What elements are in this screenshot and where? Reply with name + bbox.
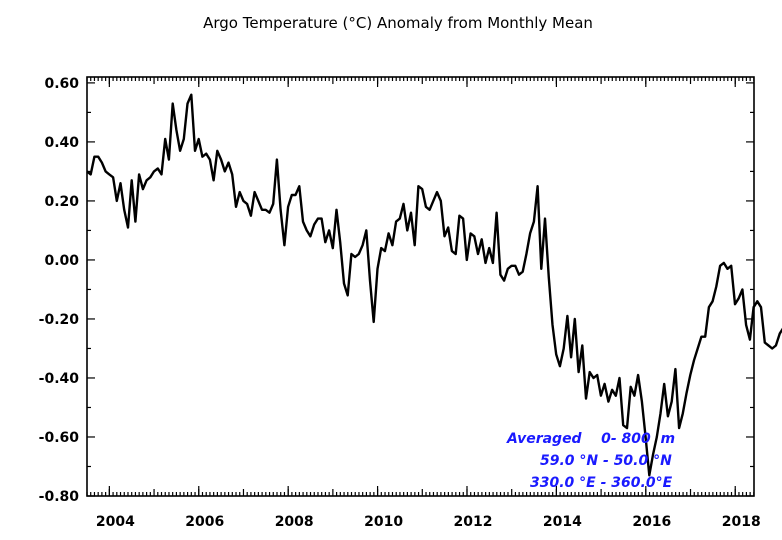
x-tick-label: 2006 bbox=[185, 514, 224, 530]
y-tick-label: -0.40 bbox=[39, 371, 80, 387]
annotation-latitude: 59.0 °N - 50.0 °N bbox=[540, 453, 672, 469]
series-layer bbox=[86, 93, 782, 477]
y-tick-label: 0.20 bbox=[44, 194, 79, 210]
x-tick-label: 2008 bbox=[275, 514, 314, 530]
y-tick-label: -0.20 bbox=[39, 312, 80, 328]
chart-axes: 0.60 0.40 0.20 0.00 -0.20 -0.40 -0.60 -0.80 2004… bbox=[39, 76, 761, 530]
annotation-depth: Averaged 0- 800 m bbox=[506, 431, 675, 447]
x-tick-label: 2018 bbox=[722, 514, 761, 530]
x-tick-label: 2016 bbox=[632, 514, 671, 530]
y-tick-label: 0.00 bbox=[44, 253, 79, 269]
series-line-anomaly bbox=[86, 93, 782, 477]
x-tick-label: 2012 bbox=[454, 514, 493, 530]
plot-frame bbox=[86, 76, 755, 497]
chart-title: Argo Temperature (°C) Anomaly from Month… bbox=[203, 14, 593, 32]
y-tick-label: 0.60 bbox=[44, 76, 79, 92]
y-tick-label: -0.60 bbox=[39, 430, 80, 446]
x-tick-label: 2004 bbox=[96, 514, 135, 530]
y-tick-label: -0.80 bbox=[39, 489, 80, 505]
annotation-longitude: 330.0 °E - 360.0°E bbox=[530, 475, 673, 491]
annotation-block: Averaged 0- 800 m 59.0 °N - 50.0 °N 330.… bbox=[506, 431, 675, 491]
y-tick-label: 0.40 bbox=[44, 135, 79, 151]
x-tick-label: 2014 bbox=[543, 514, 582, 530]
x-tick-label: 2010 bbox=[364, 514, 403, 530]
